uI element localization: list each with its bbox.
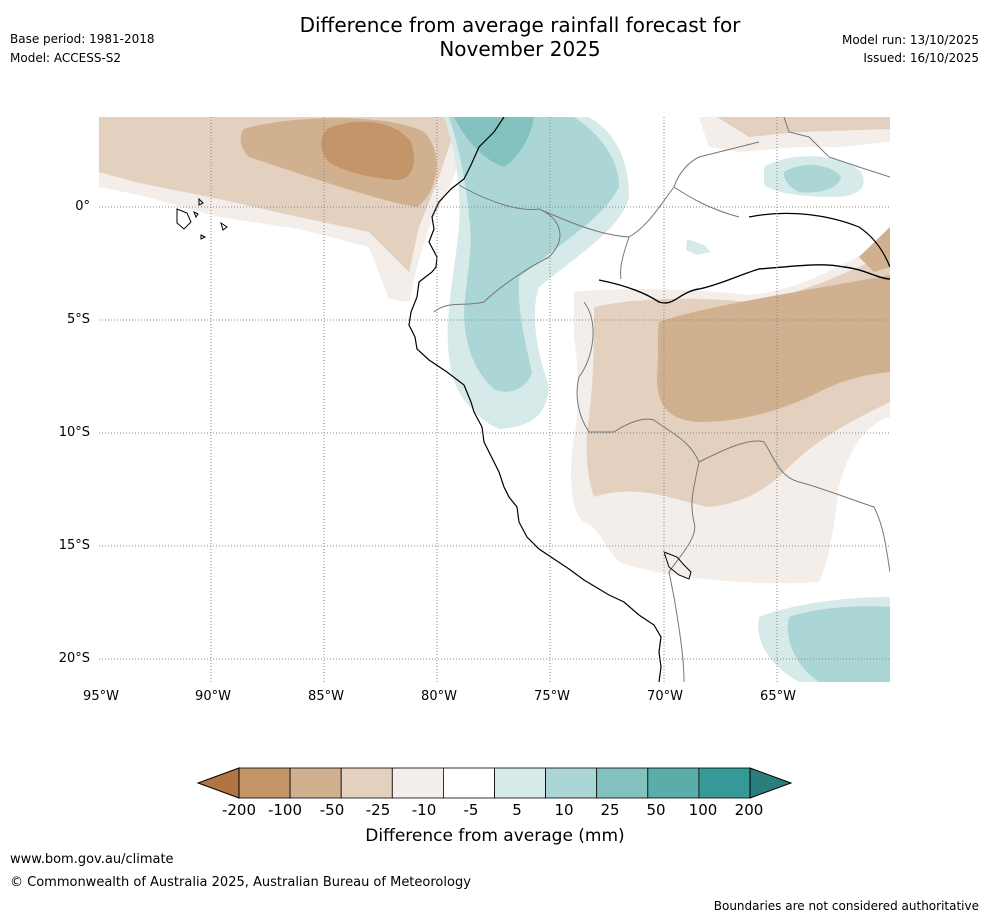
lon-label-80w: 80°W xyxy=(421,689,457,704)
wet-patch-northeast-core xyxy=(783,165,841,193)
country-borders xyxy=(433,117,890,682)
lat-label-10s: 10°S xyxy=(58,425,90,440)
lon-label-85w: 85°W xyxy=(308,689,344,704)
page-title-line1: Difference from average rainfall forecas… xyxy=(299,13,741,37)
legend-arrow-right xyxy=(749,767,793,799)
model-name: Model: ACCESS-S2 xyxy=(10,51,122,65)
issued-date: Issued: 16/10/2025 xyxy=(863,51,979,65)
lat-label-0: 0° xyxy=(75,199,90,214)
wet-band-andes-core xyxy=(454,117,534,167)
legend-tick: 50 xyxy=(646,801,666,819)
legend-tick: 25 xyxy=(600,801,620,819)
negro-river xyxy=(748,212,890,268)
dry-region-amazon-inner xyxy=(657,275,890,422)
lon-label-75w: 75°W xyxy=(534,689,570,704)
rainfall-map xyxy=(99,117,890,682)
footer-url[interactable]: www.bom.gov.au/climate xyxy=(10,852,174,867)
legend-color-cell xyxy=(289,767,342,799)
legend-color-cell xyxy=(340,767,393,799)
legend-color-cell xyxy=(596,767,649,799)
legend-tick: 200 xyxy=(734,801,764,819)
legend-tick: -5 xyxy=(463,801,479,819)
lon-label-65w: 65°W xyxy=(760,689,796,704)
lat-label-5s: 5°S xyxy=(66,312,90,327)
base-period: Base period: 1981-2018 xyxy=(10,32,155,46)
legend-title: Difference from average (mm) xyxy=(365,826,625,846)
lon-label-95w: 95°W xyxy=(83,689,119,704)
legend-arrow-left xyxy=(196,767,240,799)
galapagos-islands xyxy=(176,197,228,240)
dry-region-northwest-core xyxy=(321,121,414,180)
legend-color-cell xyxy=(238,767,291,799)
graticule xyxy=(99,117,890,682)
footer-disclaimer: Boundaries are not considered authoritat… xyxy=(713,899,979,913)
dry-region-east-edge xyxy=(859,227,890,272)
legend-tick: -100 xyxy=(267,801,303,819)
model-run: Model run: 13/10/2025 xyxy=(841,33,979,47)
wet-patch-small xyxy=(686,239,711,255)
footer-copyright: © Commonwealth of Australia 2025, Austra… xyxy=(10,875,471,890)
lon-label-90w: 90°W xyxy=(195,689,231,704)
legend-tick: 10 xyxy=(554,801,574,819)
legend-tick: 5 xyxy=(512,801,522,819)
legend-tick: 100 xyxy=(688,801,718,819)
wet-region-southeast xyxy=(787,606,890,682)
legend-color-cell xyxy=(442,767,495,799)
legend-color-cell xyxy=(545,767,598,799)
legend-tick: -25 xyxy=(365,801,391,819)
legend-color-cell xyxy=(647,767,700,799)
legend-tick: -200 xyxy=(221,801,257,819)
page-title-line2: November 2025 xyxy=(439,37,601,61)
wet-band-andes xyxy=(449,117,619,392)
legend-color-cell xyxy=(698,767,751,799)
legend-color-cell xyxy=(391,767,444,799)
lake-titicaca xyxy=(663,551,692,580)
legend-color-cell xyxy=(494,767,546,799)
legend-tick: -10 xyxy=(411,801,437,819)
lat-label-15s: 15°S xyxy=(58,538,90,553)
amazon-river xyxy=(598,264,890,304)
legend-tick: -50 xyxy=(319,801,345,819)
dry-strip-north-inner xyxy=(717,117,890,137)
lon-label-70w: 70°W xyxy=(647,689,683,704)
legend-colorbar xyxy=(196,767,793,799)
lat-label-20s: 20°S xyxy=(58,651,90,666)
coastline xyxy=(408,117,662,682)
